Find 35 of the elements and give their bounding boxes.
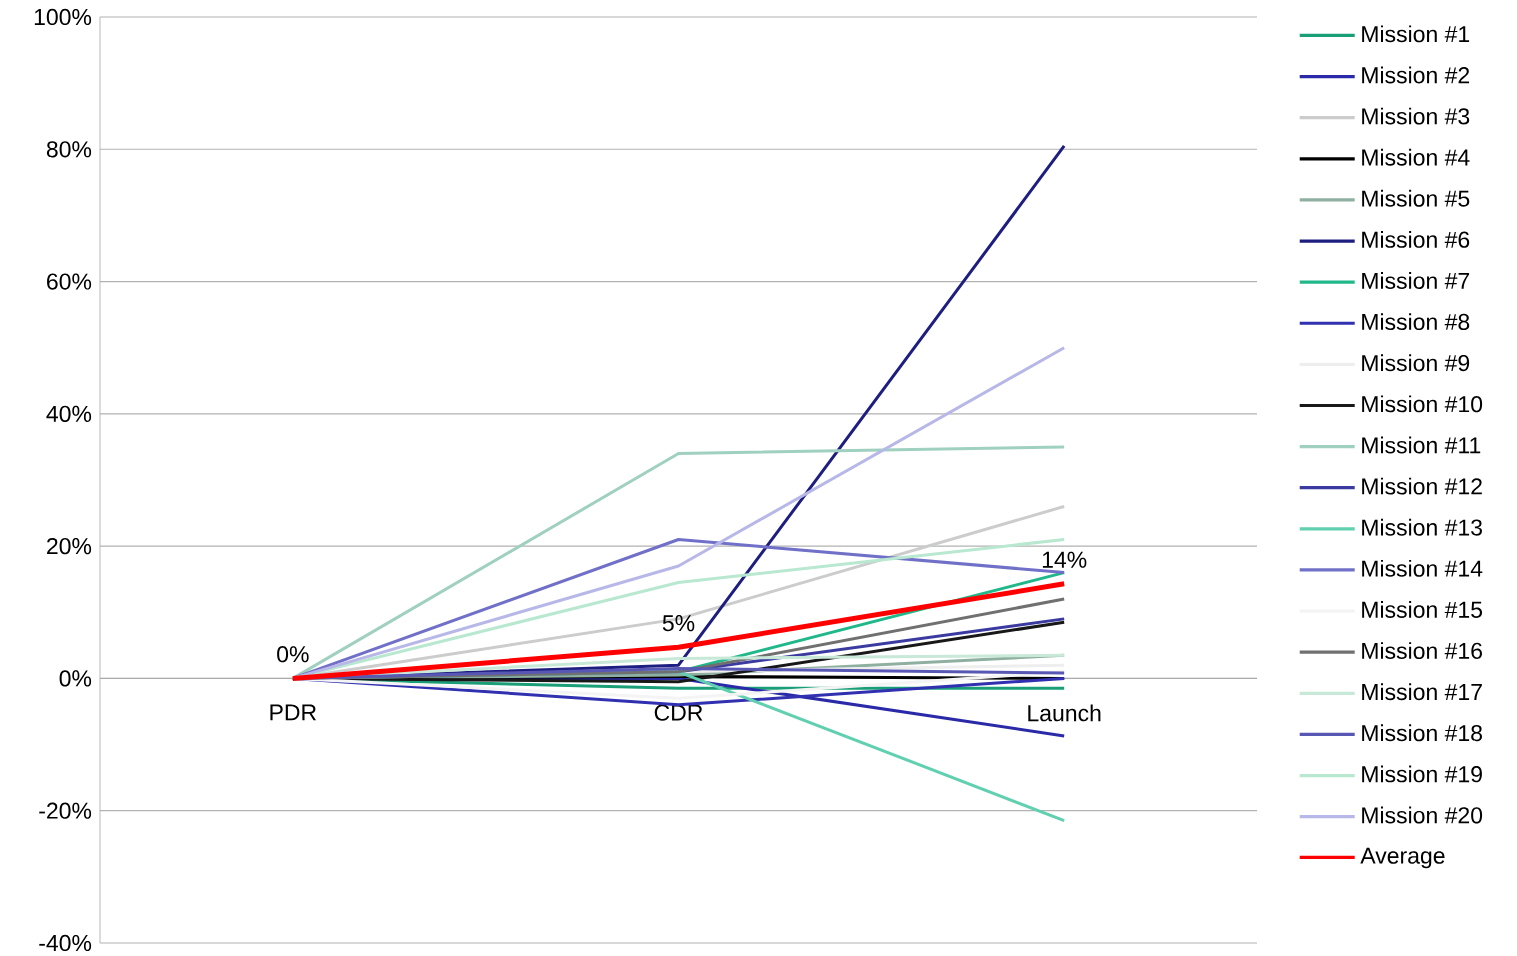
y-tick-label: 80% <box>46 141 92 158</box>
legend-label: Average <box>1360 847 1445 869</box>
legend-label: Mission #8 <box>1362 313 1470 331</box>
legend-label: Mission #6 <box>1362 230 1470 248</box>
y-tick-label: 100% <box>34 8 92 26</box>
legend-label: Mission #16 <box>1362 642 1482 660</box>
legend-label: Mission #3 <box>1362 107 1470 125</box>
legend-label: Mission #10 <box>1362 395 1483 413</box>
legend-label: Mission #13 <box>1362 518 1482 536</box>
data-label: 0% <box>277 646 309 663</box>
legend-label: Mission #15 <box>1362 601 1483 618</box>
legend-label: Mission #12 <box>1362 477 1482 495</box>
legend-label: Mission #4 <box>1362 148 1470 166</box>
legend-label: Mission #20 <box>1362 806 1483 824</box>
legend-label: Mission #9 <box>1362 354 1470 372</box>
x-tick-label: PDR <box>270 704 317 721</box>
y-tick-label: 40% <box>46 405 92 422</box>
y-tick-label: -20% <box>39 802 92 819</box>
x-tick-label: Launch <box>1028 704 1101 722</box>
x-tick-label: CDR <box>654 704 703 721</box>
legend-label: Mission #7 <box>1362 272 1470 289</box>
legend-label: Mission #14 <box>1362 559 1483 577</box>
y-tick-label: -40% <box>39 934 92 952</box>
y-tick-label: 20% <box>47 537 92 555</box>
legend-label: Mission #17 <box>1362 683 1482 701</box>
legend-label: Mission #19 <box>1362 765 1482 783</box>
legend-label: Mission #2 <box>1362 66 1470 84</box>
legend-label: Mission #11 <box>1362 436 1481 454</box>
data-label: 14% <box>1042 551 1087 568</box>
y-tick-label: 60% <box>47 273 92 290</box>
legend-label: Mission #5 <box>1362 189 1470 207</box>
legend-label: Mission #18 <box>1362 724 1482 742</box>
data-label: 5% <box>662 615 695 632</box>
y-tick-label: 0% <box>59 670 92 687</box>
legend-label: Mission #1 <box>1362 25 1470 43</box>
